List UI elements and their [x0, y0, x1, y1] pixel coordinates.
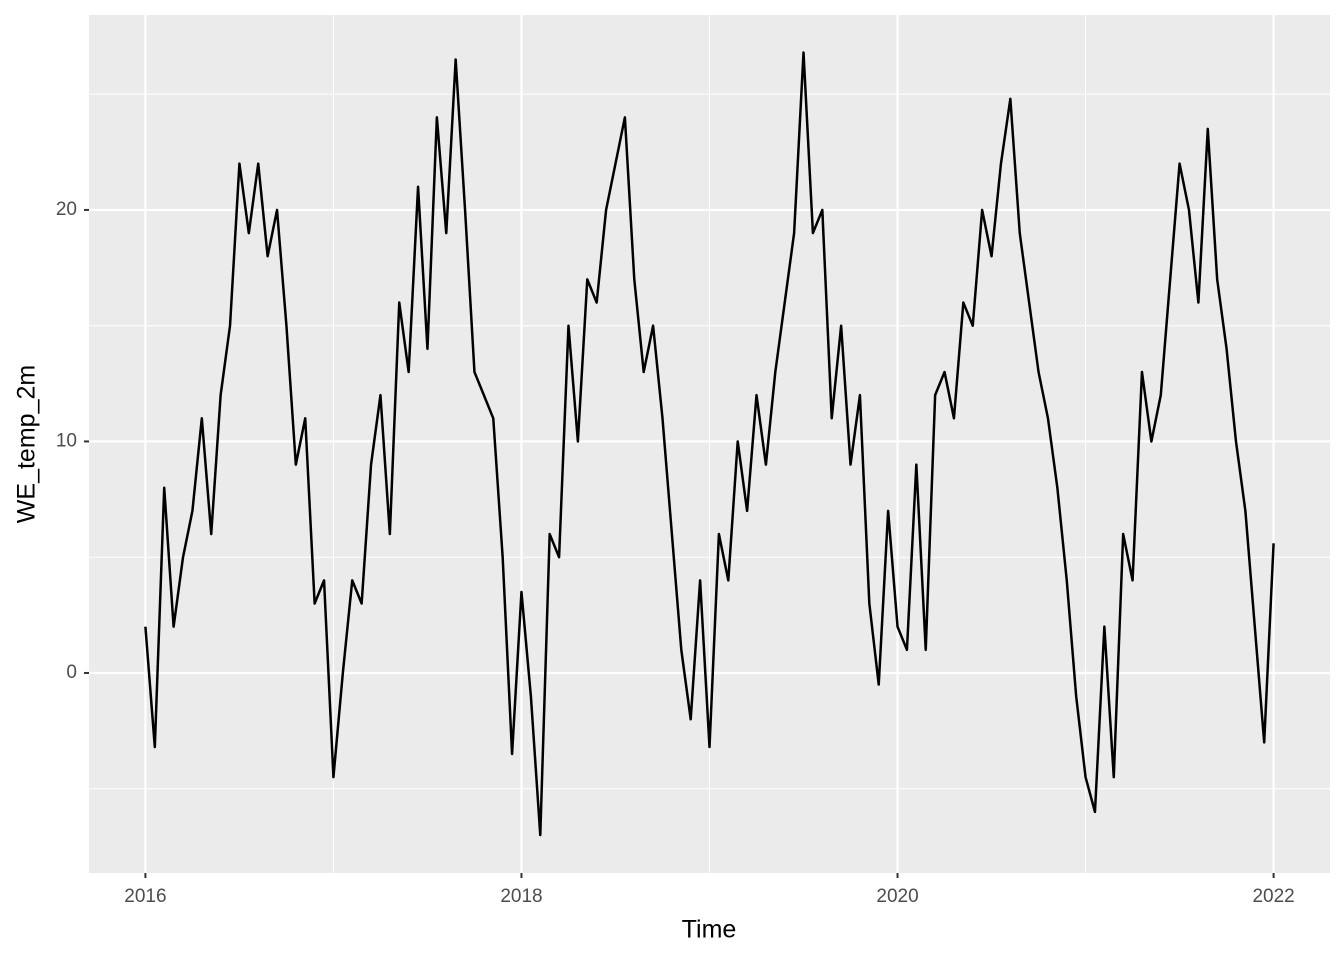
x-tick-label: 2020: [876, 886, 918, 907]
y-axis-title: WE_temp_2m: [13, 365, 41, 523]
y-tick-label: 0: [66, 662, 77, 683]
line: [144, 51, 1275, 837]
x-axis-title: Time: [682, 916, 737, 944]
x-tick-label: 2018: [500, 886, 542, 907]
x-tick-label: 2016: [124, 886, 166, 907]
y-tick-label: 10: [56, 430, 77, 451]
x-tick-label: 2022: [1252, 886, 1294, 907]
y-tick-label: 20: [56, 199, 77, 220]
